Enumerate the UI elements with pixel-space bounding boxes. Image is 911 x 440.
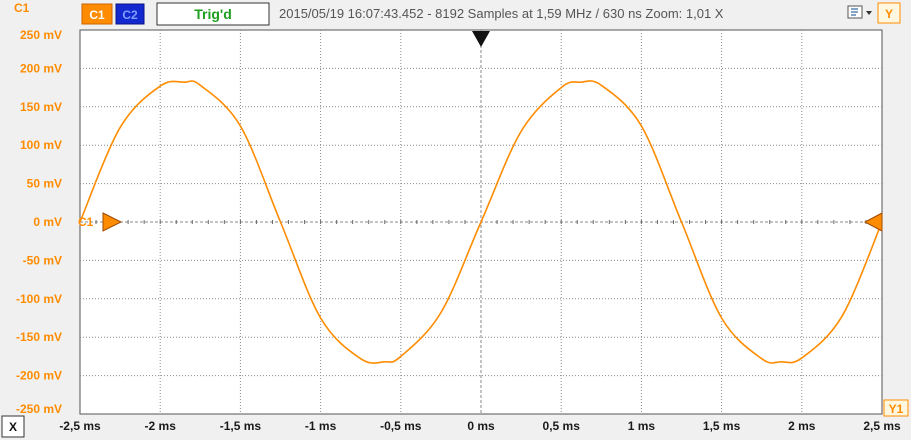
- series-line-c1: [79, 80, 883, 364]
- y1-cursor-badge[interactable]: Y1: [883, 399, 909, 417]
- ground-marker[interactable]: C1: [78, 212, 123, 232]
- x-tick-label: -2 ms: [145, 419, 177, 433]
- y-tick-label: -50 mV: [23, 253, 62, 267]
- trigger-status-badge: Trig'd: [156, 2, 270, 26]
- x-tick-label: -2,5 ms: [59, 419, 101, 433]
- x-tick-label: 1,5 ms: [703, 419, 741, 433]
- x-tick-label: 0,5 ms: [543, 419, 581, 433]
- x-tick-label: 2,5 ms: [863, 419, 901, 433]
- y-tick-label: 0 mV: [33, 215, 62, 229]
- y-tick-label: -150 mV: [16, 330, 62, 344]
- x-tick-label: -1 ms: [305, 419, 337, 433]
- x-tick-label: 0 ms: [467, 419, 495, 433]
- y-tick-label: 150 mV: [20, 100, 62, 114]
- x-tick-label: 1 ms: [628, 419, 656, 433]
- trigger-status-label: Trig'd: [194, 6, 232, 22]
- x-axis-button-label: X: [9, 420, 17, 434]
- y-axis-ticks: 250 mV 200 mV 150 mV 100 mV 50 mV 0 mV -50 mV -…: [16, 28, 62, 416]
- x-tick-label: -1,5 ms: [220, 419, 262, 433]
- y-axis-button[interactable]: Y: [877, 2, 901, 24]
- c2-button-label: C2: [122, 8, 138, 22]
- c1-button[interactable]: C1: [81, 3, 113, 25]
- ground-marker-label: C1: [78, 215, 94, 229]
- x-axis-ticks: -2,5 ms -2 ms -1,5 ms -1 ms -0,5 ms 0 ms 0,5 m…: [59, 419, 901, 433]
- y-tick-label: 250 mV: [20, 28, 62, 42]
- settings-icon[interactable]: [847, 5, 872, 19]
- y-tick-label: 50 mV: [27, 177, 62, 191]
- x-tick-label: 2 ms: [788, 419, 816, 433]
- acquisition-info: 2015/05/19 16:07:43.452 - 8192 Samples a…: [279, 6, 724, 21]
- x-axis-button[interactable]: X: [1, 415, 25, 438]
- y-tick-label: 200 mV: [20, 61, 62, 75]
- y-tick-label: -100 mV: [16, 292, 62, 306]
- y1-cursor-label: Y1: [889, 402, 904, 416]
- ground-marker-right[interactable]: [863, 212, 883, 232]
- channel-label: C1: [14, 1, 30, 15]
- y-axis-button-label: Y: [885, 7, 893, 21]
- x-tick-label: -0,5 ms: [380, 419, 422, 433]
- c2-button[interactable]: C2: [115, 3, 145, 25]
- y-tick-label: -250 mV: [16, 402, 62, 416]
- y-tick-label: 100 mV: [20, 138, 62, 152]
- trigger-marker[interactable]: [472, 31, 490, 47]
- c1-button-label: C1: [89, 8, 105, 22]
- y-tick-label: -200 mV: [16, 369, 62, 383]
